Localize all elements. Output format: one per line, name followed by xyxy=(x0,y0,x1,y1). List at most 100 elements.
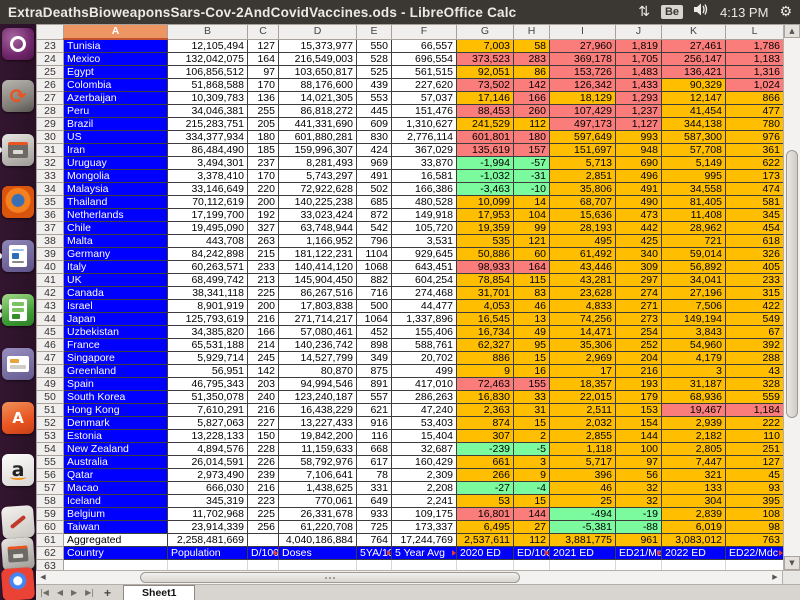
cell-D61[interactable]: 4,040,186,884 xyxy=(278,533,357,547)
cell-B48[interactable]: 56,951 xyxy=(167,364,248,378)
cell-F38[interactable]: 3,531 xyxy=(391,234,457,248)
cell-K51[interactable]: 19,467 xyxy=(661,403,726,417)
cell-E34[interactable]: 502 xyxy=(356,182,392,196)
cell-D58[interactable]: 770,061 xyxy=(278,494,357,508)
cell-L63[interactable] xyxy=(725,559,784,570)
cell-E54[interactable]: 668 xyxy=(356,442,392,456)
cell-L39[interactable]: 326 xyxy=(725,247,784,261)
cell-E36[interactable]: 872 xyxy=(356,208,392,222)
cell-C44[interactable]: 216 xyxy=(247,312,279,326)
row-header-59[interactable]: 59 xyxy=(36,507,64,521)
cell-D62[interactable]: Doses xyxy=(278,546,357,560)
cell-A49[interactable]: Spain xyxy=(63,377,168,391)
cell-K59[interactable]: 2,839 xyxy=(661,507,726,521)
cell-K60[interactable]: 6,019 xyxy=(661,520,726,534)
cell-H56[interactable]: 9 xyxy=(513,468,550,482)
cell-J43[interactable]: 271 xyxy=(615,299,662,313)
cell-K55[interactable]: 7,447 xyxy=(661,455,726,469)
cell-H59[interactable]: 144 xyxy=(513,507,550,521)
cell-E50[interactable]: 557 xyxy=(356,390,392,404)
cell-D25[interactable]: 103,650,817 xyxy=(278,65,357,79)
cell-C41[interactable]: 213 xyxy=(247,273,279,287)
scroll-right-button[interactable]: ▶ xyxy=(772,573,778,581)
cell-D50[interactable]: 123,240,187 xyxy=(278,390,357,404)
previous-sheet-button[interactable]: ◀ xyxy=(56,588,64,597)
cell-L23[interactable]: 1,786 xyxy=(725,38,784,53)
cell-J56[interactable]: 56 xyxy=(615,468,662,482)
cell-I41[interactable]: 43,281 xyxy=(549,273,616,287)
cell-K52[interactable]: 2,939 xyxy=(661,416,726,430)
cell-D35[interactable]: 140,225,238 xyxy=(278,195,357,209)
row-header-34[interactable]: 34 xyxy=(36,182,64,196)
row-header-41[interactable]: 41 xyxy=(36,273,64,287)
cell-I46[interactable]: 35,306 xyxy=(549,338,616,352)
cell-I52[interactable]: 2,032 xyxy=(549,416,616,430)
column-header-E[interactable]: E xyxy=(356,24,392,40)
cell-H47[interactable]: 15 xyxy=(513,351,550,365)
cell-F46[interactable]: 588,761 xyxy=(391,338,457,352)
cell-K41[interactable]: 34,041 xyxy=(661,273,726,287)
cell-J39[interactable]: 340 xyxy=(615,247,662,261)
cell-A38[interactable]: Malta xyxy=(63,234,168,248)
cell-A62[interactable]: Country xyxy=(63,546,168,560)
row-header-52[interactable]: 52 xyxy=(36,416,64,430)
volume-icon[interactable] xyxy=(694,3,709,21)
cell-J37[interactable]: 442 xyxy=(615,221,662,235)
cell-I24[interactable]: 369,178 xyxy=(549,52,616,66)
cell-C51[interactable]: 216 xyxy=(247,403,279,417)
cell-G37[interactable]: 19,359 xyxy=(456,221,514,235)
cell-C60[interactable]: 256 xyxy=(247,520,279,534)
column-header-G[interactable]: G xyxy=(456,24,514,40)
libreoffice-calc-icon[interactable] xyxy=(2,294,34,326)
cell-K57[interactable]: 133 xyxy=(661,481,726,495)
cell-B59[interactable]: 11,702,968 xyxy=(167,507,248,521)
cell-E55[interactable]: 617 xyxy=(356,455,392,469)
row-header-38[interactable]: 38 xyxy=(36,234,64,248)
cell-C48[interactable]: 142 xyxy=(247,364,279,378)
cell-I54[interactable]: 1,118 xyxy=(549,442,616,456)
cell-J46[interactable]: 252 xyxy=(615,338,662,352)
cell-J28[interactable]: 1,237 xyxy=(615,104,662,118)
cell-C39[interactable]: 215 xyxy=(247,247,279,261)
cell-J47[interactable]: 204 xyxy=(615,351,662,365)
cell-H50[interactable]: 33 xyxy=(513,390,550,404)
cell-J25[interactable]: 1,483 xyxy=(615,65,662,79)
cell-B31[interactable]: 86,484,490 xyxy=(167,143,248,157)
cell-A63[interactable] xyxy=(63,559,168,570)
cell-L47[interactable]: 288 xyxy=(725,351,784,365)
cell-I42[interactable]: 23,628 xyxy=(549,286,616,300)
cell-G53[interactable]: 307 xyxy=(456,429,514,443)
cell-I34[interactable]: 35,806 xyxy=(549,182,616,196)
cell-F47[interactable]: 20,702 xyxy=(391,351,457,365)
cell-B60[interactable]: 23,914,339 xyxy=(167,520,248,534)
cell-K23[interactable]: 27,461 xyxy=(661,38,726,53)
cell-D28[interactable]: 86,818,272 xyxy=(278,104,357,118)
cell-B53[interactable]: 13,228,133 xyxy=(167,429,248,443)
cell-B49[interactable]: 46,795,343 xyxy=(167,377,248,391)
cell-L59[interactable]: 108 xyxy=(725,507,784,521)
cell-I58[interactable]: 25 xyxy=(549,494,616,508)
cell-A50[interactable]: South Korea xyxy=(63,390,168,404)
cell-D27[interactable]: 14,021,305 xyxy=(278,91,357,105)
software-center-icon[interactable]: A xyxy=(2,402,34,434)
cell-B42[interactable]: 38,341,118 xyxy=(167,286,248,300)
cell-H58[interactable]: 15 xyxy=(513,494,550,508)
row-header-29[interactable]: 29 xyxy=(36,117,64,131)
cell-F62[interactable]: 5 Year Avg xyxy=(391,546,457,560)
cell-C59[interactable]: 225 xyxy=(247,507,279,521)
cell-C36[interactable]: 192 xyxy=(247,208,279,222)
row-header-61[interactable]: 61 xyxy=(36,533,64,547)
row-header-35[interactable]: 35 xyxy=(36,195,64,209)
cell-A48[interactable]: Greenland xyxy=(63,364,168,378)
cell-C45[interactable]: 166 xyxy=(247,325,279,339)
cell-F56[interactable]: 2,309 xyxy=(391,468,457,482)
cell-H38[interactable]: 121 xyxy=(513,234,550,248)
cell-F41[interactable]: 604,254 xyxy=(391,273,457,287)
cell-K34[interactable]: 34,558 xyxy=(661,182,726,196)
cell-J27[interactable]: 1,293 xyxy=(615,91,662,105)
cell-F44[interactable]: 1,337,896 xyxy=(391,312,457,326)
cell-D55[interactable]: 58,792,976 xyxy=(278,455,357,469)
cell-F49[interactable]: 417,010 xyxy=(391,377,457,391)
cell-L27[interactable]: 866 xyxy=(725,91,784,105)
scroll-up-button[interactable]: ▲ xyxy=(784,24,800,38)
